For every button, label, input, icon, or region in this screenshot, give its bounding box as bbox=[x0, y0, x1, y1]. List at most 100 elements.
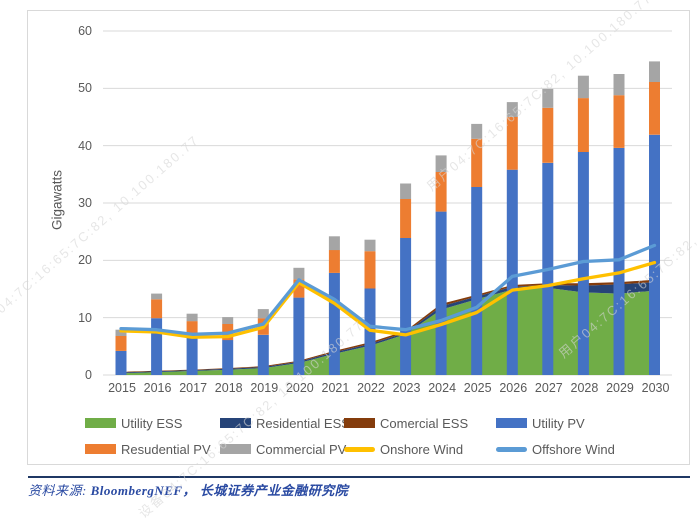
y-tick-label: 60 bbox=[78, 24, 92, 38]
bar-commercial-pv-2026 bbox=[506, 102, 518, 117]
y-tick-label: 20 bbox=[78, 253, 92, 268]
y-tick-label: 0 bbox=[85, 368, 92, 382]
y-tick-label: 10 bbox=[78, 310, 92, 325]
bar-resudential-pv-2021 bbox=[328, 250, 340, 273]
area-residential-ess bbox=[121, 282, 655, 374]
bar-resudential-pv-2026 bbox=[506, 117, 518, 170]
bar-resudential-pv-2030 bbox=[649, 82, 660, 135]
bar-resudential-pv-2024 bbox=[435, 172, 447, 212]
bar-utility-pv-2019 bbox=[257, 334, 269, 375]
bar-utility-pv-2030 bbox=[649, 134, 660, 375]
legend-label: Comercial ESS bbox=[380, 415, 469, 431]
legend-item-utility-pv: Utility PV bbox=[496, 415, 585, 431]
bar-commercial-pv-2018 bbox=[222, 317, 234, 324]
x-tick-label: 2018 bbox=[214, 381, 243, 395]
bar-resudential-pv-2015 bbox=[115, 336, 127, 351]
bar-utility-pv-2028 bbox=[577, 152, 589, 375]
bar-resudential-pv-2023 bbox=[400, 199, 412, 238]
legend-item-offshore-wind: Offshore Wind bbox=[496, 441, 615, 457]
bar-commercial-pv-2028 bbox=[577, 75, 589, 99]
bar-resudential-pv-2022 bbox=[364, 251, 376, 289]
legend-swatch-comercial-ess bbox=[344, 418, 375, 428]
bar-commercial-pv-2029 bbox=[613, 74, 625, 96]
bar-utility-pv-2020 bbox=[293, 297, 305, 375]
legend-swatch-offshore-wind bbox=[496, 446, 527, 452]
bar-resudential-pv-2028 bbox=[577, 98, 589, 152]
x-tick-label: 2026 bbox=[499, 381, 528, 395]
line-onshore-wind bbox=[119, 260, 657, 339]
bar-commercial-pv-2025 bbox=[471, 123, 483, 139]
legend-swatch-resudential-pv bbox=[85, 444, 116, 454]
x-tick-label: 2029 bbox=[606, 381, 634, 395]
bar-commercial-pv-2024 bbox=[435, 155, 447, 172]
legend-item-commercial-pv: Commercial PV bbox=[220, 441, 346, 457]
bar-commercial-pv-2015 bbox=[115, 329, 127, 336]
bar-commercial-pv-2017 bbox=[186, 313, 198, 322]
y-tick-label: 30 bbox=[78, 196, 92, 210]
legend-item-comercial-ess: Comercial ESS bbox=[344, 415, 468, 431]
legend-swatch-utility-pv bbox=[496, 418, 527, 428]
bar-commercial-pv-2019 bbox=[257, 309, 269, 319]
bar-utility-pv-2023 bbox=[400, 238, 412, 375]
bar-commercial-pv-2030 bbox=[649, 61, 660, 82]
legend-swatch-utility-ess bbox=[85, 418, 116, 428]
source-value: BloombergNEF， 长城证券产业金融研究院 bbox=[90, 483, 349, 498]
legend-label: Offshore Wind bbox=[532, 441, 615, 457]
bar-utility-pv-2017 bbox=[186, 337, 198, 375]
legend-item-resudential-pv: Resudential PV bbox=[85, 441, 211, 457]
source-label: 资料来源: bbox=[28, 483, 91, 498]
bar-utility-pv-2026 bbox=[506, 169, 518, 375]
area-utility-ess bbox=[121, 287, 655, 375]
bar-commercial-pv-2021 bbox=[328, 236, 340, 251]
bar-resudential-pv-2027 bbox=[542, 107, 554, 163]
bar-utility-pv-2024 bbox=[435, 211, 447, 375]
x-tick-label: 2024 bbox=[428, 381, 457, 395]
legend-item-utility-ess: Utility ESS bbox=[85, 415, 182, 431]
bar-utility-pv-2029 bbox=[613, 148, 625, 375]
legend-label: Resudential PV bbox=[121, 441, 211, 457]
bar-resudential-pv-2025 bbox=[471, 138, 483, 187]
x-tick-label: 2021 bbox=[321, 381, 350, 395]
legend-label: Residential ESS bbox=[256, 415, 350, 431]
bar-utility-pv-2025 bbox=[471, 186, 483, 375]
bar-utility-pv-2016 bbox=[151, 318, 163, 375]
bar-resudential-pv-2029 bbox=[613, 95, 625, 148]
chart-plot bbox=[103, 30, 672, 376]
bar-commercial-pv-2020 bbox=[293, 267, 305, 280]
x-tick-label: 2019 bbox=[250, 381, 279, 395]
bar-resudential-pv-2017 bbox=[186, 321, 198, 338]
bar-commercial-pv-2022 bbox=[364, 239, 376, 252]
legend-item-residential-ess: Residential ESS bbox=[220, 415, 350, 431]
legend-swatch-commercial-pv bbox=[220, 444, 251, 454]
x-tick-label: 2017 bbox=[179, 381, 208, 395]
y-tick-label: 40 bbox=[78, 138, 92, 153]
x-tick-label: 2015 bbox=[108, 381, 136, 395]
legend-item-onshore-wind: Onshore Wind bbox=[344, 441, 463, 457]
x-tick-label: 2020 bbox=[285, 381, 314, 395]
bar-utility-pv-2021 bbox=[328, 272, 340, 375]
bar-resudential-pv-2020 bbox=[293, 279, 305, 298]
bar-commercial-pv-2023 bbox=[400, 183, 412, 199]
bar-utility-pv-2018 bbox=[222, 340, 234, 375]
bar-commercial-pv-2016 bbox=[151, 293, 163, 300]
bar-utility-pv-2015 bbox=[115, 350, 127, 375]
x-tick-label: 2025 bbox=[463, 381, 492, 395]
x-tick-label: 2030 bbox=[641, 381, 670, 395]
source-divider bbox=[28, 476, 690, 478]
y-tick-label: 50 bbox=[78, 81, 92, 96]
x-tick-label: 2027 bbox=[534, 381, 563, 395]
x-tick-label: 2022 bbox=[357, 381, 385, 395]
legend-label: Utility ESS bbox=[121, 415, 183, 431]
line-offshore-wind bbox=[119, 243, 657, 336]
legend-label: Onshore Wind bbox=[380, 441, 464, 457]
bar-commercial-pv-2027 bbox=[542, 88, 554, 108]
bar-resudential-pv-2016 bbox=[151, 299, 163, 319]
legend-swatch-residential-ess bbox=[220, 418, 251, 428]
x-tick-label: 2028 bbox=[570, 381, 599, 395]
x-tick-label: 2016 bbox=[143, 381, 172, 395]
legend-label: Commercial PV bbox=[256, 441, 347, 457]
source-text: 资料来源: BloombergNEF， 长城证券产业金融研究院 bbox=[28, 480, 348, 499]
legend-label: Utility PV bbox=[532, 415, 585, 431]
x-tick-label: 2023 bbox=[392, 381, 421, 395]
